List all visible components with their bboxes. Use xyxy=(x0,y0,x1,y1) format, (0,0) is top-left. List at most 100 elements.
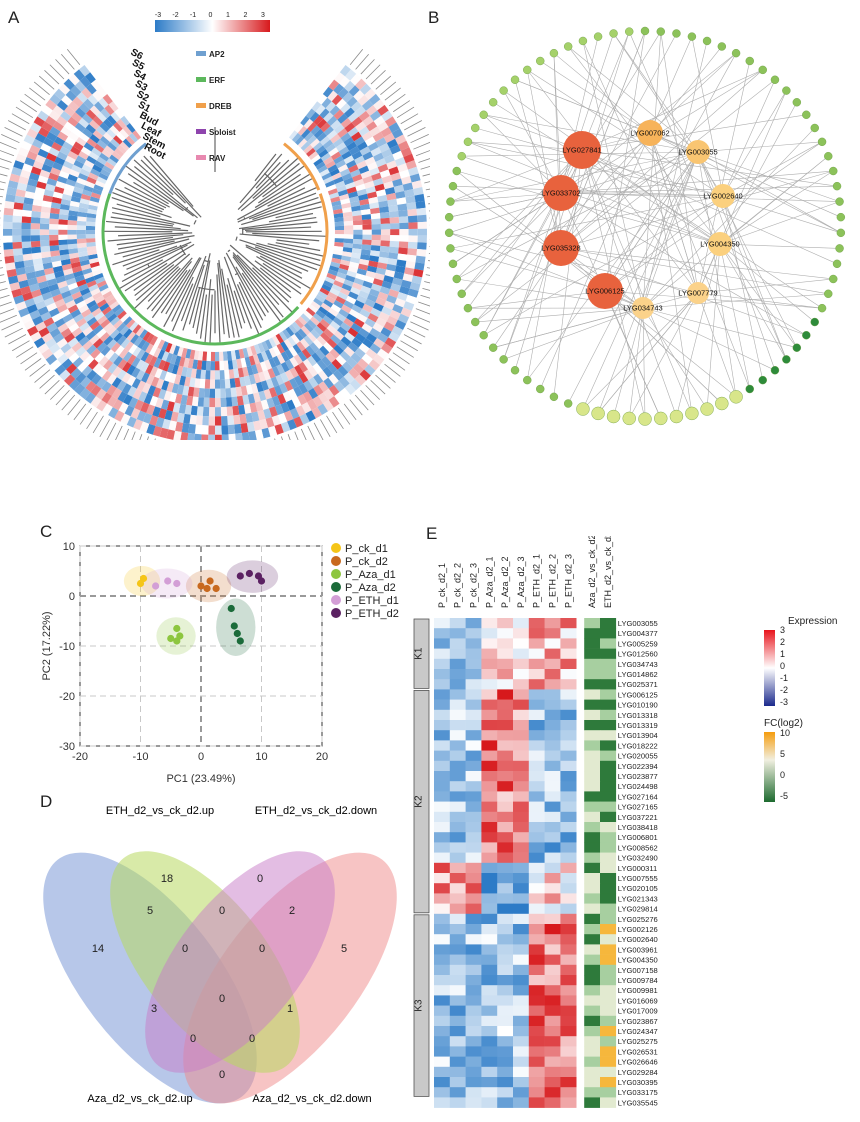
heatmap-cell xyxy=(86,280,97,288)
heatmap-cell xyxy=(465,1087,482,1098)
gene-label-mark xyxy=(281,436,283,440)
heatmap-cell xyxy=(49,126,61,137)
heatmap-cell xyxy=(434,709,451,721)
tree-branch xyxy=(182,264,205,331)
network-edge xyxy=(581,114,807,151)
heatmap-cell xyxy=(286,399,296,411)
heatmap-cell xyxy=(203,397,210,408)
fold-change-cell xyxy=(600,924,617,935)
network-edge xyxy=(450,248,606,292)
heatmap-cell xyxy=(56,151,68,161)
heatmap-cell xyxy=(57,303,68,313)
gene-label: LYG024347 xyxy=(618,1027,658,1036)
heatmap-cell xyxy=(481,648,498,660)
gene-label: LYG007555 xyxy=(618,874,658,883)
hub-label: LYG002640 xyxy=(703,192,742,201)
fold-change-cell xyxy=(600,832,617,843)
heatmap-cell xyxy=(35,321,47,332)
pca-point xyxy=(203,584,211,593)
heatmap-cell xyxy=(54,298,66,308)
heatmap-cell xyxy=(81,189,93,197)
pca-point xyxy=(197,582,205,590)
tree-branch xyxy=(254,246,318,271)
heatmap-cell xyxy=(481,801,498,813)
tree-branch xyxy=(263,172,277,187)
heatmap-cell xyxy=(365,186,376,194)
heatmap-cell xyxy=(88,200,99,207)
heatmap-cell xyxy=(159,369,168,381)
heatmap-cell xyxy=(362,175,373,184)
panel-label-c: C xyxy=(40,522,53,541)
heatmap-cell xyxy=(72,96,84,108)
heatmap-cell xyxy=(279,382,288,394)
heatmap-cell xyxy=(142,412,153,424)
heatmap-cell xyxy=(358,165,370,175)
heatmap-cell xyxy=(13,160,25,170)
heatmap-cell xyxy=(265,378,275,390)
heatmap-cell xyxy=(161,351,170,362)
heatmap-cell xyxy=(358,193,369,201)
heatmap-cell xyxy=(297,328,307,339)
tree-branch xyxy=(244,226,312,232)
gene-label: LYG009784 xyxy=(618,976,658,985)
heatmap-cell xyxy=(30,240,41,248)
heatmap-cell xyxy=(26,304,38,314)
heatmap-cell xyxy=(308,366,318,378)
fold-change-cell xyxy=(600,781,617,792)
heatmap-cell xyxy=(22,163,33,173)
gene-label: LYG007158 xyxy=(618,966,658,975)
heatmap-cell xyxy=(335,98,347,110)
heatmap-cell xyxy=(408,235,418,243)
network-edge xyxy=(691,36,724,197)
heatmap-cell xyxy=(544,679,561,690)
heatmap-cell xyxy=(323,156,334,166)
heatmap-cell xyxy=(528,1005,545,1017)
heatmap-cell xyxy=(449,658,466,670)
heatmap-cell xyxy=(352,219,363,226)
heatmap-cell xyxy=(392,304,404,314)
heatmap-cell xyxy=(161,380,170,391)
heatmap-cell xyxy=(159,427,169,439)
hub-label: LYG033702 xyxy=(541,189,580,198)
heatmap-cell xyxy=(3,248,14,257)
gene-label: LYG035545 xyxy=(618,1098,658,1107)
heatmap-cell xyxy=(60,327,72,339)
heatmap-cell xyxy=(246,421,255,433)
heatmap-cell xyxy=(67,215,78,221)
heatmap-cell xyxy=(380,240,390,247)
heatmap-cell xyxy=(276,364,285,375)
heatmap-cell xyxy=(146,404,156,416)
heatmap-cell xyxy=(260,399,270,410)
heatmap-cell xyxy=(316,322,327,333)
heatmap-cell xyxy=(388,166,400,176)
heatmap-cell xyxy=(481,750,498,762)
heatmap-cell xyxy=(372,354,385,366)
heatmap-cell xyxy=(3,242,13,250)
heatmap-cell xyxy=(24,265,35,274)
heatmap-cell xyxy=(342,251,352,258)
gene-label-mark xyxy=(384,363,401,377)
network-edge xyxy=(660,31,699,294)
tree-branch xyxy=(114,226,189,232)
heatmap-cell xyxy=(350,73,362,86)
gene-label-mark xyxy=(0,260,2,262)
heatmap-cell xyxy=(35,300,47,310)
gene-label: LYG014862 xyxy=(618,670,658,679)
heatmap-cell xyxy=(209,379,215,389)
heatmap-cell xyxy=(118,348,129,359)
heatmap-cell xyxy=(189,377,196,388)
heatmap-cell xyxy=(309,342,320,353)
heatmap-cell xyxy=(240,357,247,368)
heatmap-cell xyxy=(15,267,26,276)
heatmap-cell xyxy=(449,1015,466,1027)
gene-label-mark xyxy=(67,399,81,416)
heatmap-cell xyxy=(288,130,298,140)
network-edge xyxy=(514,79,562,249)
tree-branch xyxy=(165,257,201,315)
heatmap-cell xyxy=(354,347,366,359)
heatmap-cell xyxy=(111,377,122,389)
heatmap-cell xyxy=(131,378,141,389)
heatmap-cell xyxy=(497,903,514,915)
heatmap-cell xyxy=(121,361,132,373)
heatmap-cell xyxy=(407,166,419,177)
